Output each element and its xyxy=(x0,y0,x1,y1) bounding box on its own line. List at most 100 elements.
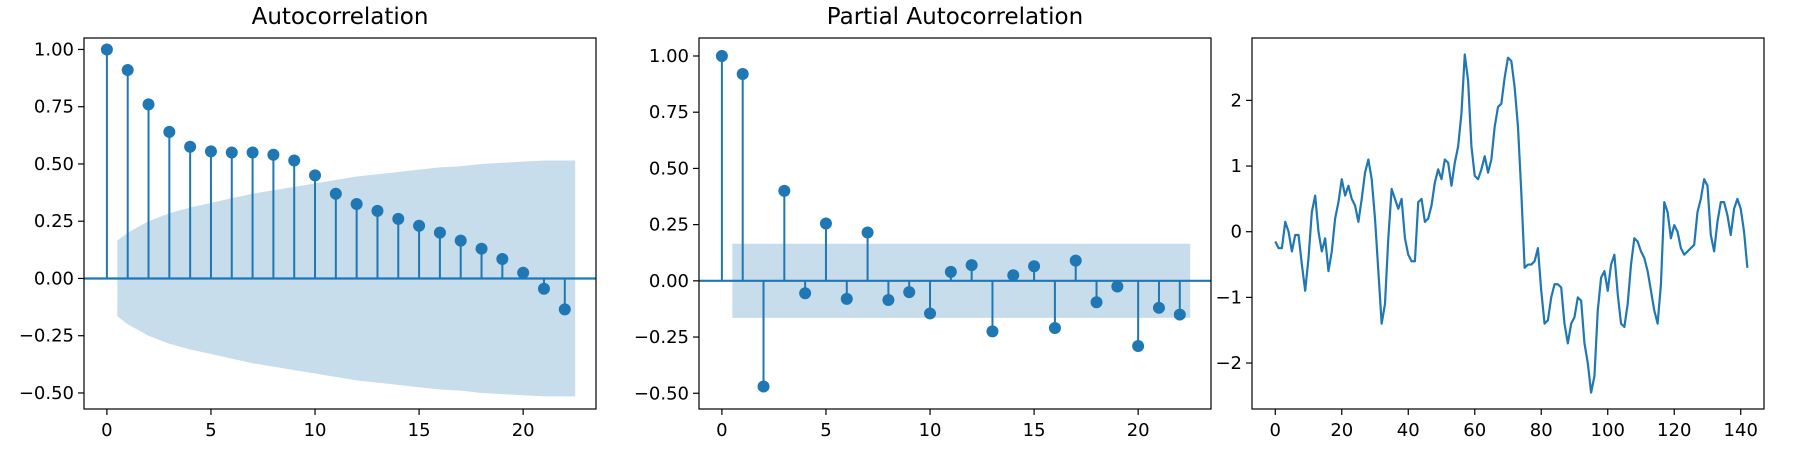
series-ytick-label: 1 xyxy=(1231,156,1242,177)
pacf-point xyxy=(799,287,812,300)
pacf-point xyxy=(1111,280,1124,293)
acf-point xyxy=(267,148,280,161)
acf-xtick-label: 10 xyxy=(304,420,327,441)
pacf-xtick-label: 15 xyxy=(1023,420,1046,441)
series-ytick-label: −2 xyxy=(1215,353,1242,374)
pacf-point xyxy=(1069,254,1082,267)
acf-xtick-label: 5 xyxy=(205,420,216,441)
acf-point xyxy=(100,43,113,56)
series-ytick-label: −1 xyxy=(1215,287,1242,308)
acf-title: Autocorrelation xyxy=(252,4,429,30)
series-x-axis: 0 20 40 60 80 100 120 140 xyxy=(1270,409,1758,441)
acf-point xyxy=(329,187,342,200)
acf-point xyxy=(392,212,405,225)
pacf-xtick-label: 5 xyxy=(820,420,831,441)
acf-point xyxy=(454,234,467,247)
pacf-ytick-label: 1.00 xyxy=(649,46,689,67)
acf-point xyxy=(142,98,155,111)
pacf-ytick-label: 0.75 xyxy=(649,102,689,123)
pacf-panel: Partial Autocorrelation 0 5 10 15 20 −0.50 −0… xyxy=(634,4,1212,441)
series-line-group xyxy=(1274,53,1749,394)
pacf-ytick-label: −0.50 xyxy=(634,383,689,404)
series-panel: 0 20 40 60 80 100 120 140 −2 −1 0 1 2 xyxy=(1215,37,1765,441)
series-xtick-label: 60 xyxy=(1463,420,1486,441)
series-ytick-label: 0 xyxy=(1231,222,1242,243)
acf-point xyxy=(288,154,301,167)
acf-plot-frame xyxy=(83,37,597,410)
acf-point xyxy=(246,146,259,159)
pacf-point xyxy=(1007,269,1020,282)
pacf-point xyxy=(903,286,916,299)
acf-point xyxy=(163,125,176,138)
series-xtick-label: 120 xyxy=(1657,420,1691,441)
acf-point xyxy=(121,64,134,77)
pacf-point xyxy=(882,293,895,306)
pacf-point xyxy=(819,217,832,230)
pacf-point xyxy=(986,325,999,338)
pacf-ytick-label: 0.00 xyxy=(649,271,689,292)
series-xtick-label: 40 xyxy=(1397,420,1420,441)
pacf-y-axis: −0.50 −0.25 0.00 0.25 0.50 0.75 1.00 xyxy=(634,46,699,404)
series-xtick-label: 0 xyxy=(1270,420,1281,441)
acf-xtick-label: 20 xyxy=(512,420,535,441)
pacf-point xyxy=(965,259,978,272)
pacf-point xyxy=(861,226,874,239)
acf-ytick-label: 1.00 xyxy=(34,39,74,60)
acf-stems xyxy=(100,43,571,316)
pacf-point xyxy=(1152,301,1165,314)
acf-panel: Autocorrelation 0 5 10 15 20 −0.50 −0.25 0.00 0… xyxy=(19,4,597,441)
pacf-point xyxy=(1048,322,1061,335)
pacf-point xyxy=(757,380,770,393)
acf-y-axis: −0.50 −0.25 0.00 0.25 0.50 0.75 1.00 xyxy=(19,39,84,404)
pacf-point xyxy=(1090,296,1103,309)
series-y-axis: −2 −1 0 1 2 xyxy=(1215,90,1252,374)
pacf-ytick-label: 0.25 xyxy=(649,215,689,236)
series-xtick-label: 100 xyxy=(1591,420,1625,441)
acf-ytick-label: 0.75 xyxy=(34,97,74,118)
pacf-ytick-label: −0.25 xyxy=(634,327,689,348)
pacf-point xyxy=(840,292,853,305)
acf-point xyxy=(204,145,217,158)
pacf-point xyxy=(736,67,749,80)
pacf-xtick-label: 20 xyxy=(1127,420,1150,441)
pacf-point xyxy=(1028,260,1041,273)
acf-point xyxy=(433,226,446,239)
pacf-stems xyxy=(715,49,1186,393)
pacf-point xyxy=(924,307,937,320)
acf-point xyxy=(309,169,322,182)
pacf-point xyxy=(715,49,728,62)
acf-ytick-label: 0.25 xyxy=(34,211,74,232)
pacf-point xyxy=(1132,340,1145,353)
series-plot-frame xyxy=(1251,37,1765,410)
acf-x-axis: 0 5 10 15 20 xyxy=(101,409,535,441)
series-xtick-label: 20 xyxy=(1330,420,1353,441)
series-xtick-label: 140 xyxy=(1724,420,1758,441)
acf-point xyxy=(496,252,509,265)
pacf-plot-frame xyxy=(698,37,1212,410)
acf-point xyxy=(225,146,238,159)
series-xtick-label: 80 xyxy=(1530,420,1553,441)
acf-point xyxy=(184,140,197,153)
acf-point xyxy=(371,204,384,217)
pacf-title: Partial Autocorrelation xyxy=(827,4,1083,30)
acf-point xyxy=(537,282,550,295)
acf-point xyxy=(475,242,488,255)
pacf-point xyxy=(778,184,791,197)
acf-point xyxy=(558,303,571,316)
pacf-x-axis: 0 5 10 15 20 xyxy=(716,409,1150,441)
acf-ytick-label: 0.50 xyxy=(34,154,74,175)
series-ytick-label: 2 xyxy=(1231,90,1242,111)
acf-ytick-label: −0.50 xyxy=(19,383,74,404)
acf-ytick-label: 0.00 xyxy=(34,268,74,289)
pacf-point xyxy=(1173,308,1186,321)
acf-point xyxy=(350,198,363,211)
series-line xyxy=(1274,53,1749,394)
acf-xtick-label: 0 xyxy=(101,420,112,441)
pacf-xtick-label: 0 xyxy=(716,420,727,441)
pacf-point xyxy=(944,265,957,278)
acf-xtick-label: 15 xyxy=(408,420,431,441)
pacf-xtick-label: 10 xyxy=(919,420,942,441)
acf-ytick-label: −0.25 xyxy=(19,326,74,347)
acf-point xyxy=(517,266,530,279)
